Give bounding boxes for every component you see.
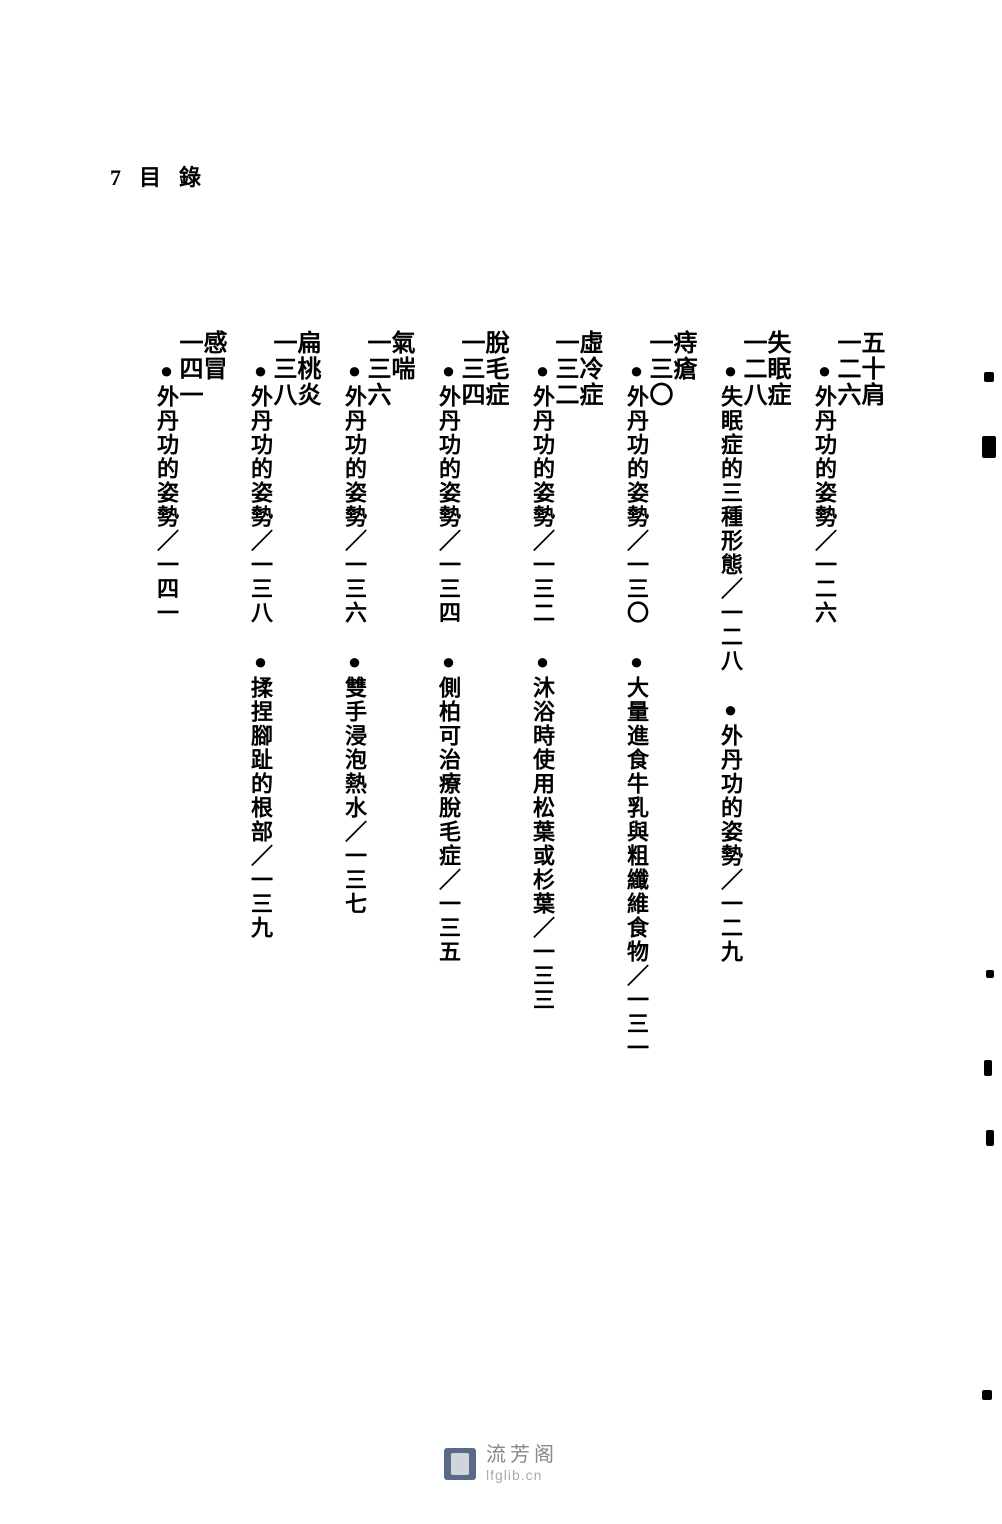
section-title: 五十肩	[858, 330, 882, 408]
header-page-num: 7	[110, 165, 139, 190]
section-title: 感冒	[200, 330, 224, 382]
scan-mark	[982, 1390, 992, 1400]
section-page: 一三八	[270, 330, 294, 408]
toc-section: 失眠症⋮⋮⋮⋮⋮⋮⋮⋮⋮⋮⋮⋮⋮⋮⋮⋮⋮⋮⋮⋮⋮⋮⋮⋮⋮⋮⋮⋮⋮⋮⋮⋮⋮⋮⋮⋮⋮…	[741, 330, 788, 1250]
section-page: 一二六	[834, 330, 858, 408]
toc-subitem: ●外丹功的姿勢／一三〇 ●大量進食牛乳與粗纖維食物／一三一	[600, 330, 647, 1250]
page-header: 7目錄	[110, 160, 219, 192]
footer: 流芳阁 lfglib.cn	[0, 1443, 1002, 1484]
sub-text: ●外丹功的姿勢／一三二 ●沐浴時使用松葉或杉葉／一三三	[531, 358, 553, 1012]
footer-site-name: 流芳阁	[486, 1443, 558, 1467]
section-title: 脫毛症	[482, 330, 506, 408]
toc-section: 五十肩⋮⋮⋮⋮⋮⋮⋮⋮⋮⋮⋮⋮⋮⋮⋮⋮⋮⋮⋮⋮⋮⋮⋮⋮⋮⋮⋮⋮⋮⋮⋮⋮⋮⋮⋮⋮⋮…	[835, 330, 882, 1250]
section-page: 一三〇	[646, 330, 670, 408]
section-page: 一二八	[740, 330, 764, 408]
section-page: 一三四	[458, 330, 482, 408]
sub-text: ●外丹功的姿勢／一三四 ●側柏可治療脫毛症／一三五	[437, 358, 459, 964]
toc-section: 脫毛症⋮⋮⋮⋮⋮⋮⋮⋮⋮⋮⋮⋮⋮⋮⋮⋮⋮⋮⋮⋮⋮⋮⋮⋮⋮⋮⋮⋮⋮⋮⋮⋮⋮⋮⋮⋮⋮…	[459, 330, 506, 1250]
section-title: 氣喘	[388, 330, 412, 382]
scan-mark	[984, 372, 994, 382]
section-title: 痔瘡	[670, 330, 694, 382]
section-title: 失眠症	[764, 330, 788, 408]
table-of-contents: 五十肩⋮⋮⋮⋮⋮⋮⋮⋮⋮⋮⋮⋮⋮⋮⋮⋮⋮⋮⋮⋮⋮⋮⋮⋮⋮⋮⋮⋮⋮⋮⋮⋮⋮⋮⋮⋮⋮…	[120, 330, 882, 1250]
sub-text: ●外丹功的姿勢／一三〇 ●大量進食牛乳與粗纖維食物／一三一	[625, 358, 647, 1060]
footer-logo-icon	[444, 1448, 476, 1480]
sub-text: ●外丹功的姿勢／一四一	[155, 358, 177, 625]
section-page: 一三六	[364, 330, 388, 408]
toc-section: 虛冷症⋮⋮⋮⋮⋮⋮⋮⋮⋮⋮⋮⋮⋮⋮⋮⋮⋮⋮⋮⋮⋮⋮⋮⋮⋮⋮⋮⋮⋮⋮⋮⋮⋮⋮⋮⋮⋮…	[553, 330, 600, 1250]
header-label: 目錄	[139, 165, 219, 190]
section-page: 一三二	[552, 330, 576, 408]
toc-subitem: ●外丹功的姿勢／一四一	[130, 330, 177, 1250]
section-title: 扁桃炎	[294, 330, 318, 408]
scan-mark	[982, 436, 996, 458]
footer-text-block: 流芳阁 lfglib.cn	[486, 1443, 558, 1484]
sub-text: ●外丹功的姿勢／一三八 ●揉捏腳趾的根部／一三九	[249, 358, 271, 940]
toc-subitem: ●失眠症的三種形態／一二八 ●外丹功的姿勢／一二九	[694, 330, 741, 1250]
scan-mark	[986, 970, 994, 978]
toc-subitem: ●外丹功的姿勢／一三二 ●沐浴時使用松葉或杉葉／一三三	[506, 330, 553, 1250]
toc-section: 感冒⋮⋮⋮⋮⋮⋮⋮⋮⋮⋮⋮⋮⋮⋮⋮⋮⋮⋮⋮⋮⋮⋮⋮⋮⋮⋮⋮⋮⋮⋮⋮⋮⋮⋮⋮⋮⋮⋮…	[177, 330, 224, 1250]
scan-mark	[984, 1060, 992, 1076]
sub-text: ●失眠症的三種形態／一二八 ●外丹功的姿勢／一二九	[719, 358, 741, 964]
sub-text: ●外丹功的姿勢／一三六 ●雙手浸泡熱水／一三七	[343, 358, 365, 916]
toc-subitem: ●外丹功的姿勢／一二六	[788, 330, 835, 1250]
toc-subitem: ●外丹功的姿勢／一三八 ●揉捏腳趾的根部／一三九	[224, 330, 271, 1250]
toc-section: 痔瘡⋮⋮⋮⋮⋮⋮⋮⋮⋮⋮⋮⋮⋮⋮⋮⋮⋮⋮⋮⋮⋮⋮⋮⋮⋮⋮⋮⋮⋮⋮⋮⋮⋮⋮⋮⋮⋮⋮…	[647, 330, 694, 1250]
footer-site-url: lfglib.cn	[486, 1467, 542, 1484]
sub-text: ●外丹功的姿勢／一二六	[813, 358, 835, 625]
scan-mark	[986, 1130, 994, 1146]
toc-section: 氣喘⋮⋮⋮⋮⋮⋮⋮⋮⋮⋮⋮⋮⋮⋮⋮⋮⋮⋮⋮⋮⋮⋮⋮⋮⋮⋮⋮⋮⋮⋮⋮⋮⋮⋮⋮⋮⋮⋮…	[365, 330, 412, 1250]
section-title: 虛冷症	[576, 330, 600, 408]
toc-subitem: ●外丹功的姿勢／一三四 ●側柏可治療脫毛症／一三五	[412, 330, 459, 1250]
footer-logo-inner	[451, 1453, 469, 1475]
toc-subitem: ●外丹功的姿勢／一三六 ●雙手浸泡熱水／一三七	[318, 330, 365, 1250]
section-page: 一四一	[176, 330, 200, 408]
toc-section: 扁桃炎⋮⋮⋮⋮⋮⋮⋮⋮⋮⋮⋮⋮⋮⋮⋮⋮⋮⋮⋮⋮⋮⋮⋮⋮⋮⋮⋮⋮⋮⋮⋮⋮⋮⋮⋮⋮⋮…	[271, 330, 318, 1250]
